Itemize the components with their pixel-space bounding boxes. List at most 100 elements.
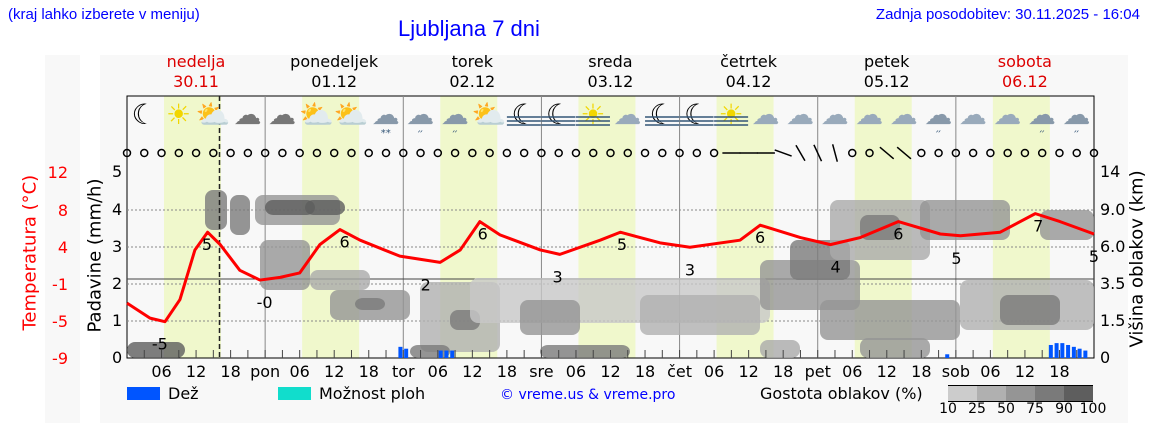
cloud-icon: ☁ — [890, 98, 918, 131]
calm-wind-icon — [986, 148, 995, 158]
precipitation-bar — [1071, 346, 1076, 358]
precipitation-tick: 0 — [112, 348, 123, 367]
rain-drops-icon: ״ — [1039, 128, 1045, 139]
day-date: 01.12 — [311, 72, 358, 91]
credit-link[interactable]: © vreme.us & vreme.pro — [500, 387, 676, 403]
cloud-icon: ☁ — [855, 98, 883, 131]
day-date: 04.12 — [725, 72, 772, 91]
x-tick-label: tor — [392, 362, 415, 381]
x-tick-label: 18 — [773, 362, 793, 381]
x-tick-label: 12 — [324, 362, 344, 381]
cloud-icon: ☁ — [959, 98, 987, 131]
temperature-label: -5 — [152, 335, 168, 354]
density-label: 100 — [1079, 401, 1107, 417]
cloud-snow-icon: ☁ — [372, 98, 400, 131]
x-tick-label: 06 — [428, 362, 448, 381]
calm-wind-icon — [519, 148, 529, 158]
cloud-density-area — [410, 345, 450, 358]
cloud-density-area — [920, 200, 1010, 240]
cloud-icon: ☁ — [614, 98, 642, 131]
sun-fog-icon: ☀ — [580, 98, 605, 131]
calm-wind-icon — [347, 148, 356, 158]
legend-cloud-density: Gostota oblakov (%) — [760, 384, 923, 403]
calm-wind-icon — [468, 148, 477, 158]
rain-drops-icon: ״ — [417, 128, 423, 139]
x-tick-label: 18 — [359, 362, 379, 381]
wind-barb-icon — [813, 144, 823, 162]
cloud-density-area — [1000, 295, 1060, 325]
x-tick-label: pet — [805, 362, 831, 381]
cloud-density-area — [205, 190, 227, 230]
calm-wind-icon — [450, 148, 460, 158]
showers-swatch — [278, 387, 311, 400]
x-tick-label: 06 — [980, 362, 1000, 381]
rain-swatch — [127, 387, 160, 400]
x-tick-label: pon — [250, 362, 280, 381]
cloud-rain-icon: ☁ — [441, 98, 469, 131]
precipitation-bar — [1083, 350, 1088, 358]
day-date: 02.12 — [449, 72, 496, 91]
temperature-label: 5 — [951, 249, 961, 268]
precipitation-bar — [1054, 343, 1059, 358]
precipitation-bar — [404, 348, 409, 358]
precipitation-bar — [444, 350, 449, 358]
sun-cloud-icon: ⛅ — [472, 98, 507, 131]
calm-wind-icon — [381, 148, 391, 158]
cloud-density-area — [540, 345, 630, 358]
cloud-rain-icon: ☁ — [1062, 98, 1090, 131]
calm-wind-icon — [364, 148, 373, 158]
precipitation-tick: 2 — [112, 274, 123, 293]
calm-wind-icon — [1072, 148, 1081, 158]
precipitation-tick: 5 — [112, 162, 123, 181]
precipitation-tick: 3 — [112, 237, 123, 256]
calm-wind-icon — [243, 148, 253, 158]
cloud-density-area — [230, 195, 250, 235]
precipitation-bar — [1077, 348, 1082, 358]
legend-showers: Možnost ploh — [278, 384, 425, 403]
moon-icon: ☾ — [131, 98, 156, 131]
calm-wind-icon — [1020, 148, 1030, 158]
page-title: Ljubljana 7 dni — [398, 16, 540, 41]
x-tick-label: 06 — [842, 362, 862, 381]
temperature-label: 5 — [617, 235, 627, 254]
calm-wind-icon — [329, 148, 339, 158]
day-name: sreda — [588, 52, 633, 71]
x-tick-label: 12 — [738, 362, 758, 381]
moon-cloud-icon: ☁ — [234, 98, 262, 131]
x-tick-label: čet — [667, 362, 692, 381]
precipitation-bar — [1060, 343, 1065, 358]
temperature-label: 3 — [685, 260, 695, 279]
calm-wind-icon — [226, 148, 235, 158]
cloud-height-axis-label: Višina oblakov (km) — [1126, 170, 1148, 348]
moon-cloud-icon: ☁ — [268, 98, 296, 131]
precipitation-bar — [438, 350, 443, 358]
calm-wind-icon — [934, 148, 943, 158]
cloud-height-tick: 0 — [1100, 348, 1111, 367]
x-tick-label: 12 — [877, 362, 897, 381]
cloud-height-tick: 3.5 — [1100, 274, 1126, 293]
wind-barb-icon — [795, 144, 806, 162]
x-tick-label: 12 — [186, 362, 206, 381]
temperature-label: 6 — [755, 228, 765, 247]
legend-rain: Dež — [127, 384, 199, 403]
cloud-density-area — [260, 240, 310, 290]
sun-cloud-icon: ⛅ — [196, 98, 231, 131]
wind-barb-icon — [896, 146, 912, 160]
temperature-label: 6 — [339, 233, 349, 252]
day-date: 06.12 — [1001, 72, 1048, 91]
day-date: 05.12 — [863, 72, 910, 91]
cloud-density-area — [310, 270, 370, 290]
location-hint: (kraj lahko izberete v meniju) — [8, 6, 200, 23]
calm-wind-icon — [917, 148, 926, 158]
calm-wind-icon — [278, 148, 287, 158]
calm-wind-icon — [1089, 148, 1099, 158]
density-label: 90 — [1055, 401, 1073, 417]
wind-barb-icon — [879, 146, 895, 160]
temperature-tick: -5 — [52, 312, 68, 331]
cloud-rain-icon: ☁ — [1028, 98, 1056, 131]
cloud-icon: ☁ — [786, 98, 814, 131]
temperature-label: 2 — [421, 275, 431, 294]
temperature-label: 3 — [552, 267, 562, 286]
sun-icon: ☀ — [166, 98, 191, 131]
moon-fog-icon: ☾ — [511, 98, 536, 131]
